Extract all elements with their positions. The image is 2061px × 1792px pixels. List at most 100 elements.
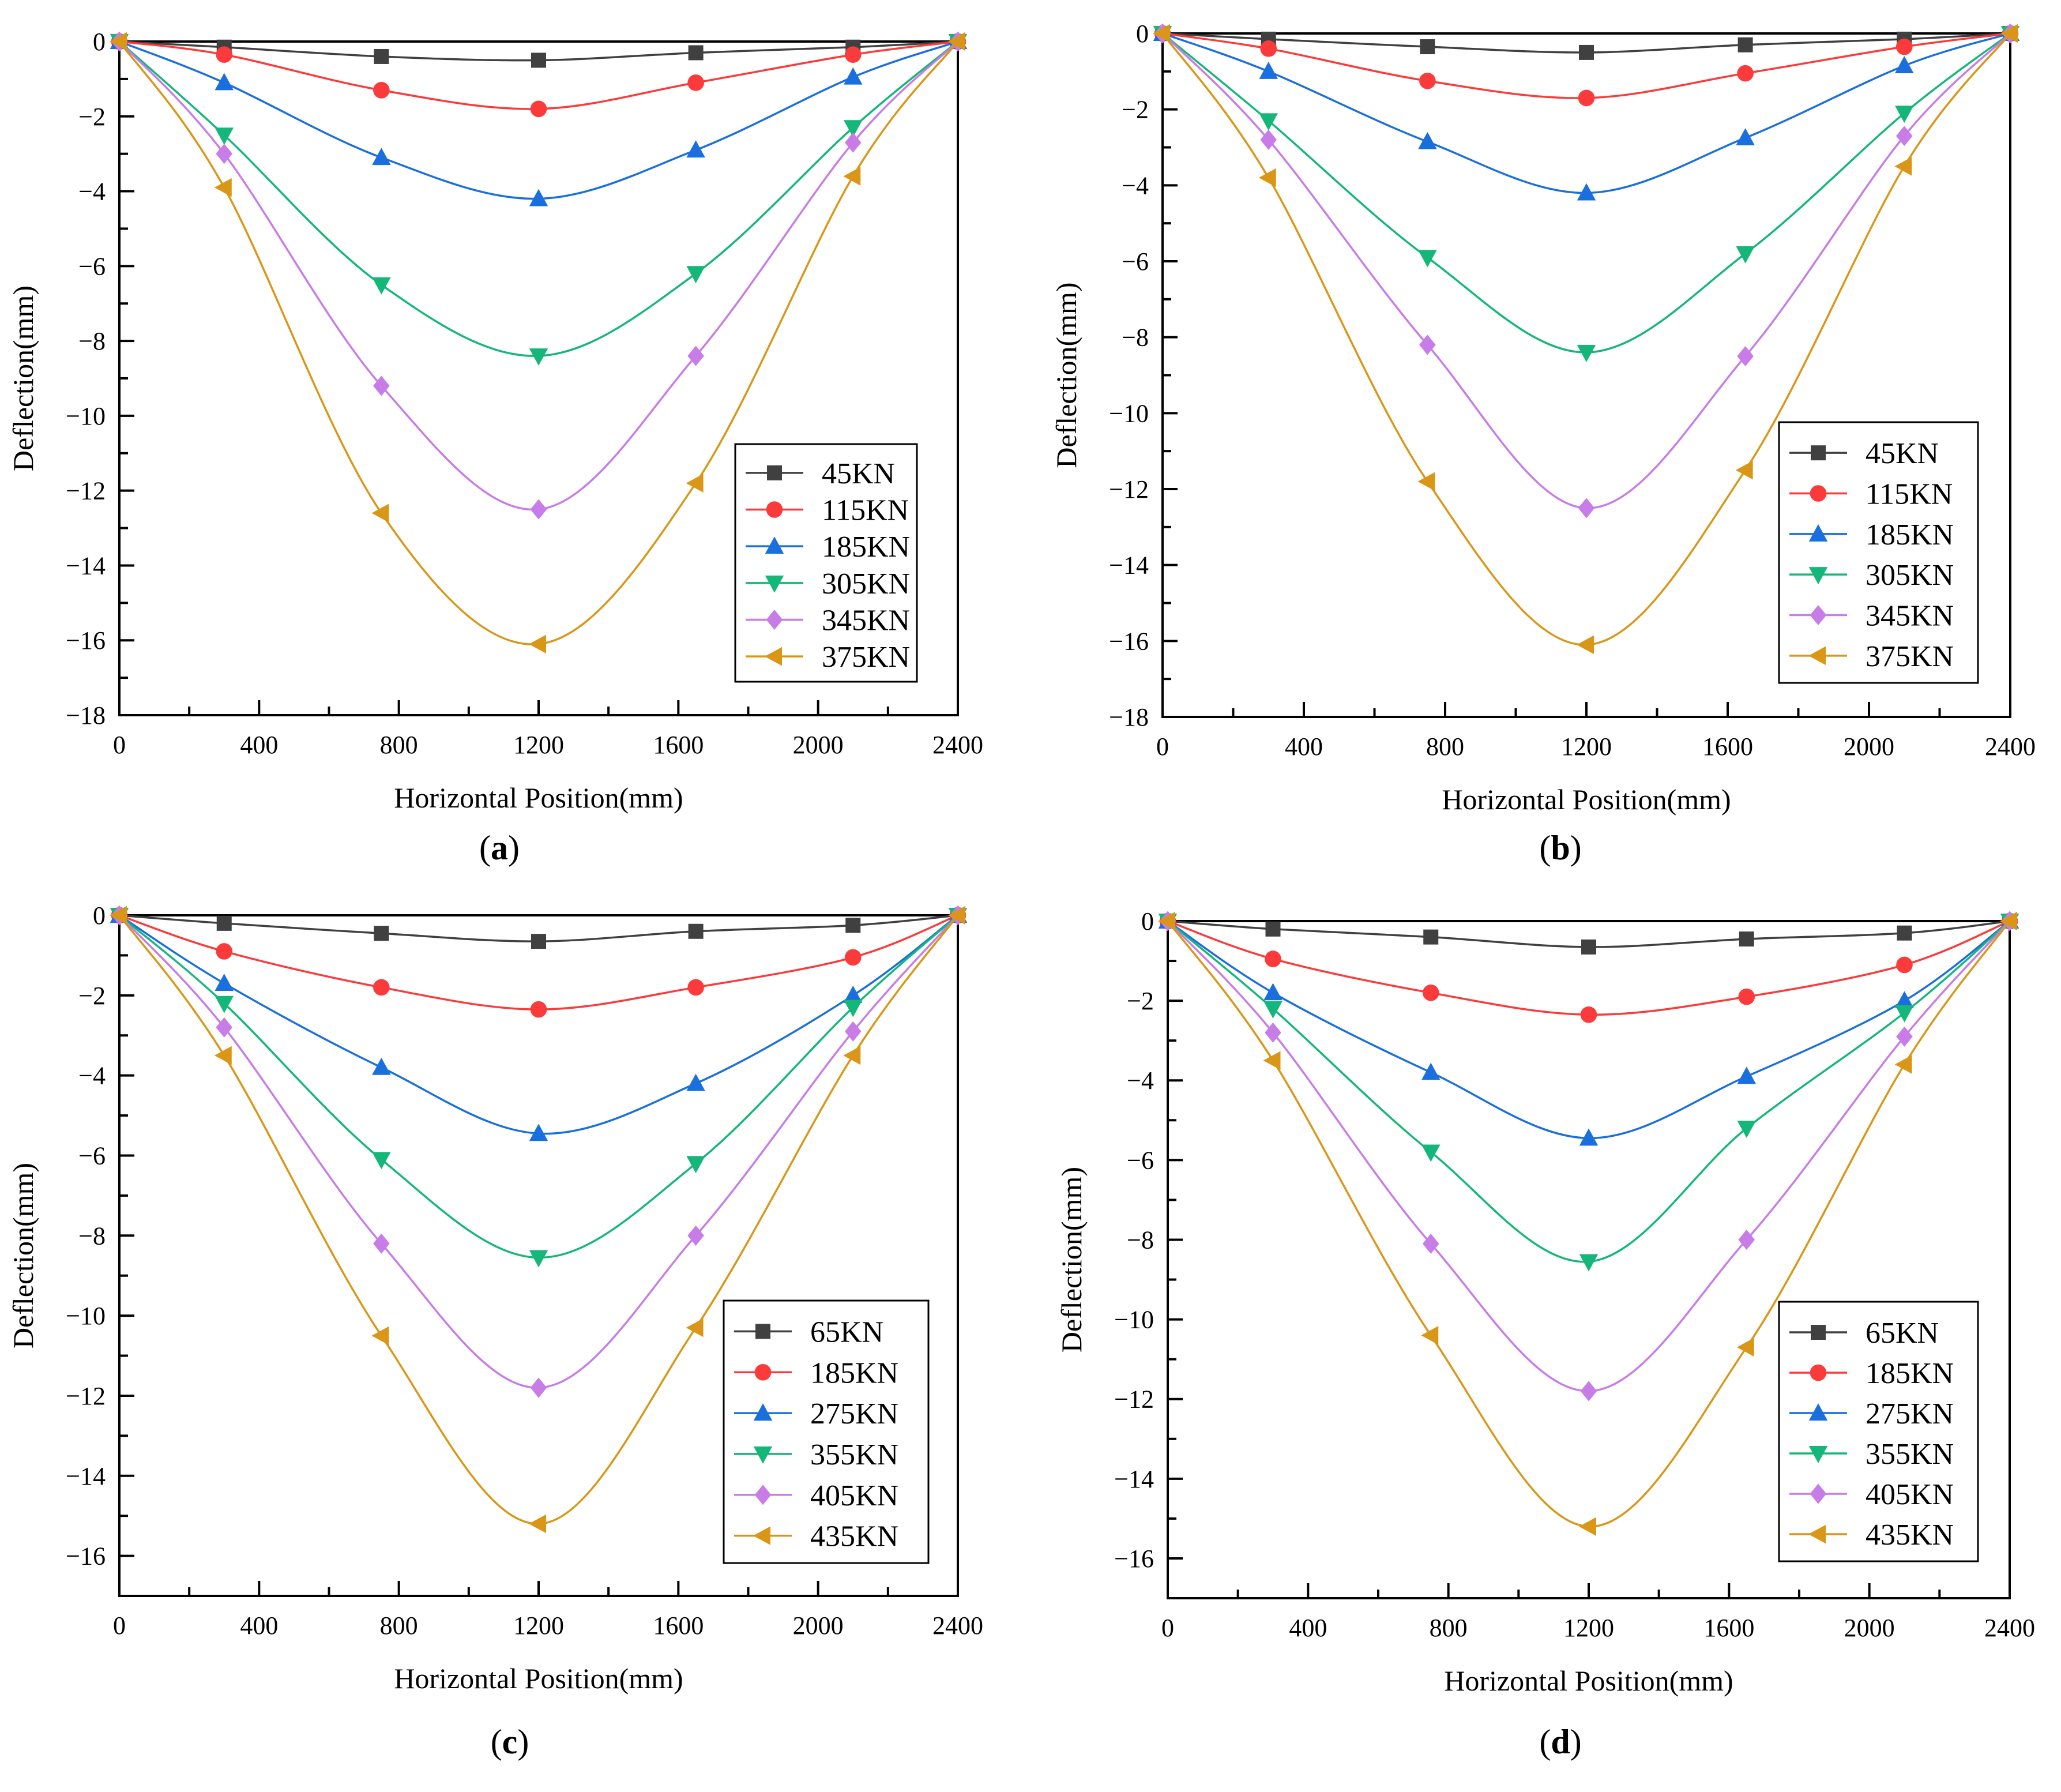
x-tick-label: 1200 [1561,732,1612,761]
data-point-405KN [1580,1381,1597,1402]
legend-label: 185KN [822,531,910,563]
series-375KN [110,32,965,653]
legend-label: 355KN [810,1438,898,1471]
y-tick-label: −12 [1114,1385,1154,1414]
data-point-375KN [2000,24,2018,43]
y-axis-title: Deflection(mm) [7,285,39,471]
y-tick-label: −6 [78,1141,106,1170]
data-point-375KN [214,178,232,197]
data-point-405KN [844,1021,862,1042]
data-point-375KN [1577,635,1594,655]
data-point-275KN [1421,1062,1441,1080]
series-45KN [1155,26,2018,60]
series-line-115KN [119,40,958,110]
series-435KN [1158,911,2017,1536]
data-point-185KN [529,189,548,206]
data-point-115KN [373,82,390,99]
data-point-375KN [1417,472,1435,491]
x-tick-label: 2000 [1844,1614,1895,1642]
legend-item: 115KN [1789,478,1953,511]
legend-box [1778,1301,1979,1562]
x-tick-label: 0 [1161,1614,1174,1642]
y-tick-label: −8 [78,1222,106,1250]
data-point-355KN [686,1156,705,1174]
x-tick-label: 1600 [1702,732,1753,761]
x-tick-label: 2400 [1984,1614,2035,1642]
data-point-275KN [1895,991,1914,1009]
x-tick-label: 2000 [793,1611,844,1640]
legend-marker [1810,485,1827,502]
data-point-65KN [1897,925,1912,941]
data-point-275KN [844,985,863,1003]
data-point-115KN [1737,65,1754,82]
data-point-435KN [371,1326,389,1346]
x-tick-label: 1600 [653,731,704,759]
data-point-275KN [372,1057,391,1075]
legend-item: 375KN [1789,640,1954,673]
data-point-355KN [215,995,234,1013]
data-point-355KN [372,1152,391,1170]
legend-item: 305KN [1789,559,1954,592]
data-point-435KN [110,906,127,925]
legend-label: 65KN [810,1316,883,1348]
y-tick-label: −6 [78,252,106,280]
legend-marker [766,609,783,630]
data-point-345KN [1419,335,1436,355]
data-point-305KN [1736,246,1755,264]
legend-label: 305KN [1866,559,1954,592]
x-tick-label: 400 [1285,732,1323,761]
data-point-305KN [844,120,863,138]
data-point-115KN [1260,40,1277,57]
legend: 65KN 185KN 275KN 355KN 405KN 435KN [1778,1301,1979,1562]
data-point-65KN [1581,939,1596,955]
legend-label: 115KN [1866,478,1953,511]
data-point-65KN [1423,929,1439,945]
data-point-115KN [1419,72,1436,89]
data-point-375KN [686,474,704,493]
data-point-345KN [1578,498,1595,519]
data-point-355KN [1895,1005,1914,1023]
series-65KN [1160,914,2017,955]
legend-label: 275KN [1866,1397,1954,1430]
data-point-435KN [1894,1055,1912,1074]
chart-panel-c: 0 400 800 1200 1600 2000 2400 0 −2 −4 −6 −8 −10 −12 −1… [7,901,983,1761]
legend-marker [1808,524,1828,542]
x-tick-label: 1200 [513,731,564,759]
legend-item: 65KN [734,1316,883,1348]
y-tick-label: −18 [66,701,106,730]
legend-item: 345KN [1789,600,1954,633]
data-point-345KN [530,499,547,520]
data-point-45KN [374,48,389,64]
data-point-345KN [1737,346,1754,367]
data-point-275KN [686,1073,705,1091]
y-axis-title: Deflection(mm) [1055,1167,1088,1353]
data-point-355KN [1263,1001,1283,1019]
data-point-305KN [372,277,391,295]
data-point-435KN [1158,911,1175,931]
legend-label: 405KN [810,1479,898,1512]
x-tick-label: 400 [1289,1614,1327,1642]
data-point-435KN [1736,1338,1754,1357]
data-point-185KN [844,949,862,966]
data-point-65KN [688,923,704,939]
x-tick-label: 2400 [1985,732,2036,761]
data-point-405KN [1422,1233,1439,1254]
y-tick-label: −8 [1127,1226,1154,1254]
data-point-435KN [529,1514,546,1534]
data-point-435KN [214,1046,232,1065]
data-point-375KN [1894,157,1912,176]
data-point-115KN [1578,89,1595,107]
y-tick-label: −16 [1109,627,1149,655]
y-tick-label: −14 [66,551,106,580]
y-tick-label: −2 [78,982,106,1010]
series-line-355KN [1167,920,2011,1263]
y-tick-label: −8 [78,327,106,355]
legend-marker [1810,604,1827,626]
x-tick-label: 800 [380,1611,418,1640]
x-tick-label: 800 [1430,1614,1468,1642]
legend-label: 345KN [822,604,910,637]
legend-marker [1811,1325,1826,1340]
legend-item: 115KN [746,494,909,527]
legend-marker [765,575,784,593]
